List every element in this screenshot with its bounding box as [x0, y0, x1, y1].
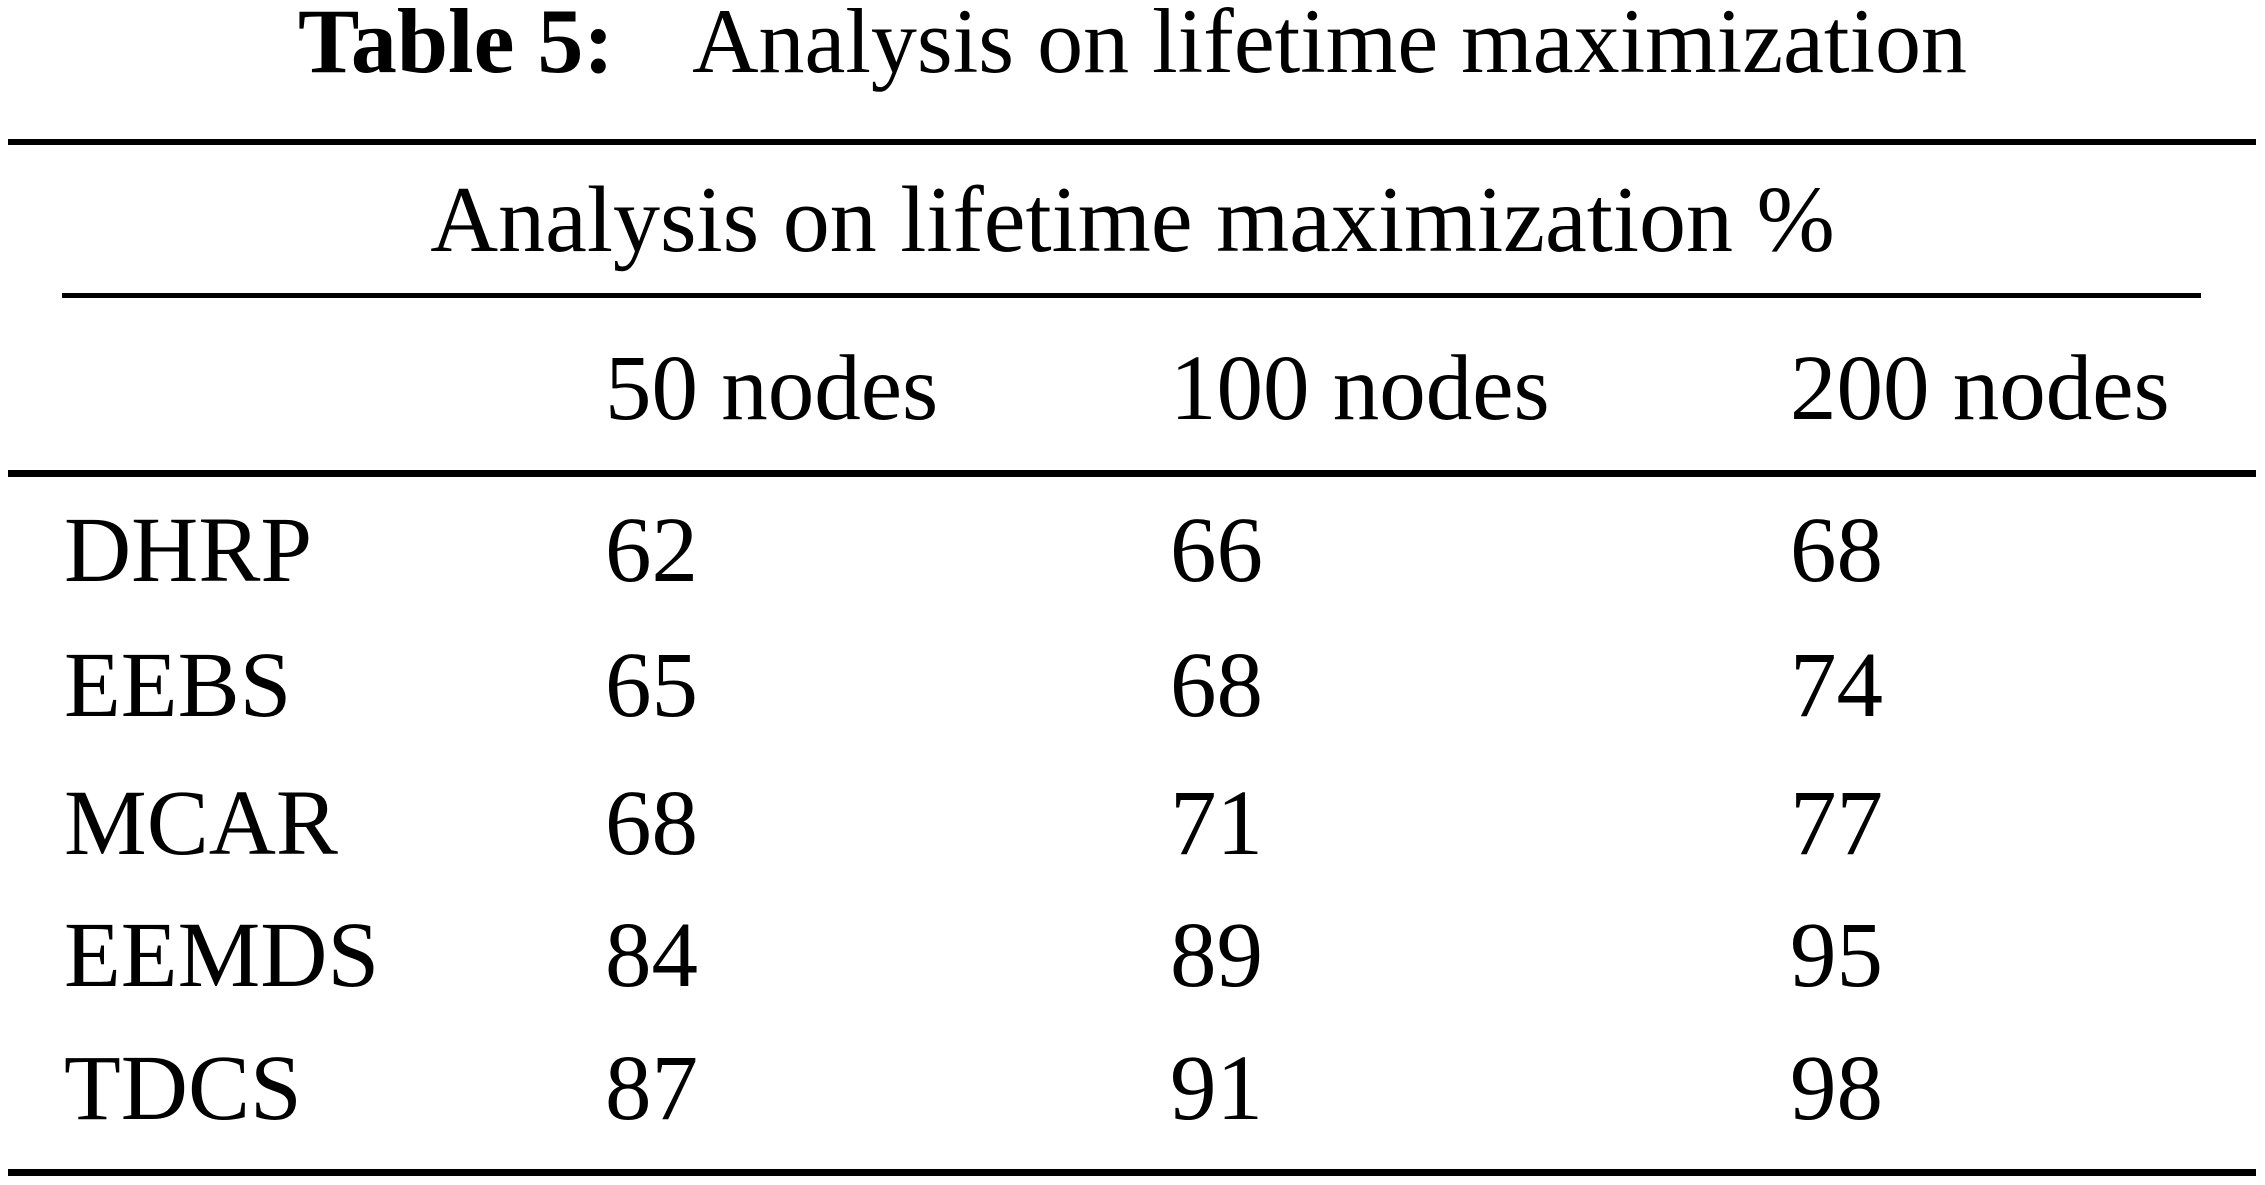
row-label: TDCS: [64, 1037, 302, 1140]
table-caption: Table 5: Analysis on lifetime maximizatio…: [0, 0, 2265, 87]
table-title: Analysis on lifetime maximization %: [430, 168, 1835, 272]
rule-bottom: [8, 1169, 2256, 1176]
header-cell-50-nodes: 50 nodes: [605, 337, 939, 440]
table-row: MCAR 68 71 77: [0, 777, 2265, 870]
cell-value: 68: [605, 772, 698, 875]
cell-value: 68: [1170, 634, 1263, 737]
cell-value: 95: [1790, 904, 1883, 1007]
header-cell-100-nodes: 100 nodes: [1170, 337, 1550, 440]
rule-under-title: [62, 293, 2201, 298]
cell-value: 89: [1170, 904, 1263, 1007]
cell-value: 98: [1790, 1037, 1883, 1140]
table-row: TDCS 87 91 98: [0, 1042, 2265, 1135]
header-cell-empty: [64, 342, 605, 435]
cell-value: 65: [605, 634, 698, 737]
row-label: EEMDS: [64, 904, 380, 1007]
rule-under-header: [8, 470, 2256, 477]
row-label: MCAR: [64, 772, 338, 875]
cell-value: 91: [1170, 1037, 1263, 1140]
header-row: 50 nodes 100 nodes 200 nodes: [0, 342, 2265, 435]
cell-value: 68: [1790, 499, 1883, 602]
cell-value: 87: [605, 1037, 698, 1140]
rule-top: [8, 139, 2256, 145]
table-row: EEBS 65 68 74: [0, 639, 2265, 732]
caption-text: Analysis on lifetime maximization: [692, 0, 1968, 92]
cell-value: 84: [605, 904, 698, 1007]
row-label: EEBS: [64, 634, 292, 737]
row-label: DHRP: [64, 499, 313, 602]
cell-value: 77: [1790, 772, 1883, 875]
cell-value: 66: [1170, 499, 1263, 602]
cell-value: 74: [1790, 634, 1883, 737]
table-row: EEMDS 84 89 95: [0, 909, 2265, 1002]
caption-label: Table 5:: [297, 0, 615, 92]
cell-value: 62: [605, 499, 698, 602]
header-cell-200-nodes: 200 nodes: [1790, 337, 2170, 440]
cell-value: 71: [1170, 772, 1263, 875]
table-row: DHRP 62 66 68: [0, 504, 2265, 597]
